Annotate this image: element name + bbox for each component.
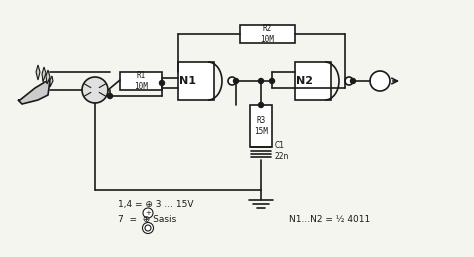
Bar <box>295 62 331 100</box>
Text: 7  =  ⊕ Sasis: 7 = ⊕ Sasis <box>118 216 176 225</box>
Polygon shape <box>18 80 50 104</box>
Text: N1...N2 = ½ 4011: N1...N2 = ½ 4011 <box>289 216 371 225</box>
Bar <box>120 72 162 90</box>
Polygon shape <box>42 67 46 82</box>
Polygon shape <box>50 76 53 87</box>
Circle shape <box>228 77 236 85</box>
Circle shape <box>82 77 108 103</box>
Circle shape <box>159 80 164 86</box>
Circle shape <box>143 208 153 218</box>
Circle shape <box>258 78 264 84</box>
Circle shape <box>350 78 356 84</box>
Polygon shape <box>46 70 50 84</box>
Bar <box>178 62 214 100</box>
Text: R1
10M: R1 10M <box>134 71 148 91</box>
Text: R3
15M: R3 15M <box>254 116 268 136</box>
Text: N2: N2 <box>297 76 313 86</box>
Circle shape <box>345 77 353 85</box>
Text: C1
22n: C1 22n <box>275 141 289 161</box>
Circle shape <box>370 71 390 91</box>
Circle shape <box>258 103 264 107</box>
Text: R2
10M: R2 10M <box>261 24 274 44</box>
Polygon shape <box>36 65 40 80</box>
Text: +: + <box>145 210 151 216</box>
Circle shape <box>234 78 238 84</box>
Circle shape <box>145 225 151 231</box>
Text: N1: N1 <box>180 76 197 86</box>
Text: 1,4 = ⊕ 3 ... 15V: 1,4 = ⊕ 3 ... 15V <box>118 200 193 209</box>
Bar <box>250 105 272 147</box>
Bar <box>240 25 295 43</box>
Circle shape <box>108 94 112 98</box>
Circle shape <box>270 78 274 84</box>
Circle shape <box>143 223 154 234</box>
